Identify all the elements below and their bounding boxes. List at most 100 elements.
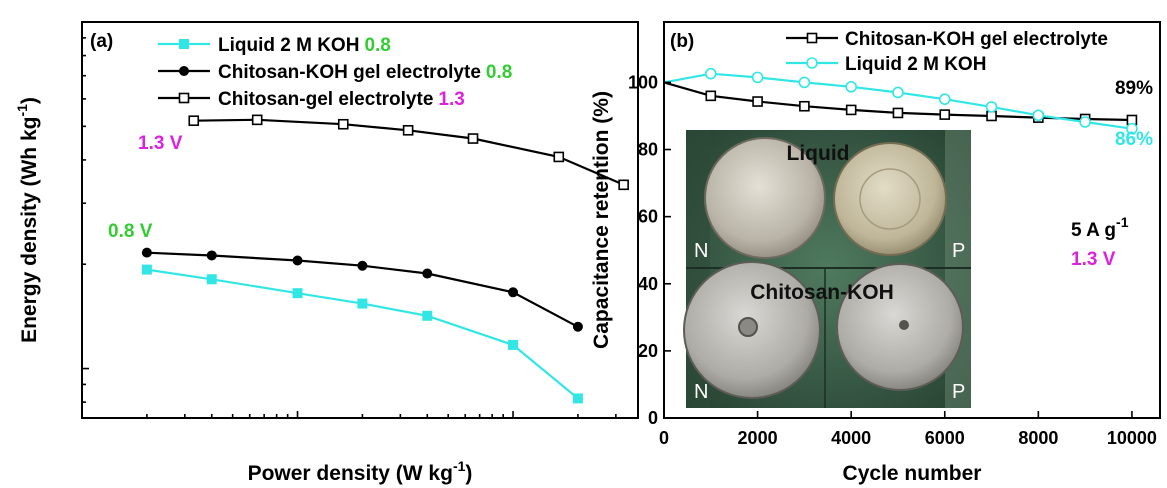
panel-b-legend-text-0: Chitosan-KOH gel electrolyte xyxy=(845,29,1108,50)
annotation-1-3v-right: 1.3 V xyxy=(1071,249,1116,270)
inset-title-chitosan-koh: Chitosan-KOH xyxy=(750,281,894,304)
panel-a-ticks xyxy=(81,21,617,418)
panel-a-x-axis-title-end: ) xyxy=(465,462,472,485)
panel-a-label: (a) xyxy=(90,31,113,52)
panel-b-series-1-point-6 xyxy=(938,93,951,105)
panel-a-legend-name-2: Chitosan-gel electrolyte xyxy=(218,89,433,110)
panel-a-legend-marker-1 xyxy=(179,66,189,76)
panel-b-series-1-line xyxy=(663,72,1133,130)
panel-b-series-1-point-5 xyxy=(892,86,904,99)
electrode-disc-liquid-p-rim xyxy=(833,142,947,256)
panel-a-series-0-point-0 xyxy=(141,264,152,275)
panel-b-y-tick-label-1: 20 xyxy=(638,341,658,361)
annotation-86-percent: 86% xyxy=(1115,129,1153,150)
inset-label-p-top: P xyxy=(952,240,965,262)
panel-a-series-0-point-5 xyxy=(508,339,519,350)
panel-b-x-tick-label-5: 10000 xyxy=(1107,428,1157,448)
electrode-disc-liquid-n-rim xyxy=(704,137,826,259)
panel-a-series-2-point-2 xyxy=(337,118,349,130)
panel-a-series-2-point-0 xyxy=(188,115,200,127)
panel-a-y-axis-title-sup: -1 xyxy=(14,104,30,117)
panel-b-series-0-point-5 xyxy=(892,107,904,119)
panel-b-x-tick-label-1: 2000 xyxy=(738,428,778,448)
panel-b-y-tick-label-0: 0 xyxy=(648,408,658,428)
panel-b-series-1-point-8 xyxy=(1032,109,1045,122)
inset-label-n-bottom: N xyxy=(694,381,708,403)
panel-a-y-axis-title-main: Energy density (Wh kg xyxy=(18,117,41,343)
panel-b-x-tick-label-0: 0 xyxy=(659,428,669,448)
panel-b-chart: Liquid Chitosan-KOH N P N P 0 2000 4000 600… xyxy=(590,21,1161,485)
panel-a-x-axis-title: Power density (W kg-1) xyxy=(248,458,473,485)
panel-b-series-1-point-7 xyxy=(985,101,998,113)
annotation-current-density: 5 A g-1 xyxy=(1071,214,1129,241)
panel-a-legend-text-1: Chitosan-KOH gel electrolyte 0.8 xyxy=(218,62,512,83)
panel-a-legend-text-2: Chitosan-gel electrolyte 1.3 xyxy=(218,89,465,110)
electrode-disc-chitosan-p-rim xyxy=(836,263,964,391)
panel-b-y-tick-label-3: 60 xyxy=(638,207,658,227)
panel-b-series-1-point-4 xyxy=(845,80,857,93)
panel-b-legend: Chitosan-KOH gel electrolyte Liquid 2 M K… xyxy=(786,29,1108,75)
panel-a-series-1-point-4 xyxy=(422,268,433,279)
panel-b-series-1-point-1 xyxy=(704,67,717,80)
panel-b-ticks: 0 2000 4000 6000 8000 10000 0 20 40 60 80 100 xyxy=(628,72,1157,448)
panel-a-legend-name-0: Liquid 2 M KOH xyxy=(218,35,359,56)
panel-b-label: (b) xyxy=(670,31,694,52)
annotation-current-density-sup: -1 xyxy=(1116,214,1129,230)
panel-b-y-tick-label-2: 40 xyxy=(638,274,658,294)
inset-label-p-bottom: P xyxy=(952,381,965,403)
panel-a-series-1-point-5 xyxy=(508,287,519,298)
panel-b-series-0-point-1 xyxy=(705,90,717,102)
electrode-disc-chitosan-p-center xyxy=(899,320,909,330)
panel-b-x-tick-label-4: 8000 xyxy=(1018,428,1058,448)
panel-a-y-axis-title: Energy density (Wh kg-1) xyxy=(14,97,41,343)
inset-title-liquid: Liquid xyxy=(787,142,850,165)
panel-b-frame xyxy=(663,21,1161,419)
panel-a-series-0-point-1 xyxy=(206,274,217,285)
panel-b-series-0-point-4 xyxy=(845,104,857,116)
panel-b-series-0-point-3 xyxy=(799,100,810,112)
panel-b-x-tick-label-3: 6000 xyxy=(925,428,965,448)
panel-a-series-1-point-1 xyxy=(206,250,217,261)
panel-a-legend-value-1: 0.8 xyxy=(486,62,512,83)
panel-a-series-0-point-4 xyxy=(422,310,433,321)
panel-a-series-2-point-6 xyxy=(618,179,629,191)
panel-b-series-0-point-6 xyxy=(939,109,951,120)
panel-a-legend-name-1: Chitosan-KOH gel electrolyte xyxy=(218,62,481,83)
panel-a-series-0-point-6 xyxy=(572,393,583,404)
panel-a-plot-area xyxy=(141,114,629,404)
panel-a-legend-value-2: 1.3 xyxy=(438,89,464,110)
panel-a-series-1-point-0 xyxy=(141,247,152,258)
panel-b-y-axis-title: Capacitance retention (%) xyxy=(590,91,613,349)
panel-b-series-1-point-10 xyxy=(1126,122,1138,135)
panel-a-legend-text-0: Liquid 2 M KOH 0.8 xyxy=(218,35,391,56)
panel-a-series-2-point-5 xyxy=(553,151,565,163)
electrode-disc-liquid-p-ring xyxy=(859,168,921,230)
panel-a-series-0-point-2 xyxy=(292,288,303,299)
panel-b-series-1-point-9 xyxy=(1079,116,1091,128)
panel-a-x-axis-title-sup: -1 xyxy=(453,458,466,474)
panel-b-legend-marker-1 xyxy=(806,57,818,69)
annotation-0-8v-left: 0.8 V xyxy=(108,221,153,242)
inset-label-n-top: N xyxy=(694,240,708,262)
panel-b-x-axis-title: Cycle number xyxy=(843,462,982,485)
panel-a-y-axis-title-end: ) xyxy=(18,97,41,104)
annotation-current-density-main: 5 A g xyxy=(1071,220,1116,241)
panel-a-x-axis-title-main: Power density (W kg xyxy=(248,462,453,485)
panel-a-series-1-point-6 xyxy=(572,321,583,332)
annotation-1-3v-left: 1.3 V xyxy=(138,133,183,154)
panel-b-y-tick-label-4: 80 xyxy=(638,140,658,160)
panel-a-legend-marker-0 xyxy=(179,39,189,49)
panel-a-legend-marker-2 xyxy=(178,92,190,104)
panel-a-series-2-point-3 xyxy=(402,124,414,136)
panel-b-plot-area xyxy=(663,67,1138,135)
panel-b-y-tick-label-5: 100 xyxy=(628,72,658,92)
electrode-disc-liquid-p xyxy=(834,143,946,255)
panel-a-legend-value-0: 0.8 xyxy=(364,35,390,56)
electrode-disc-liquid-n xyxy=(705,138,825,258)
panel-a-series-1-point-3 xyxy=(357,260,368,271)
annotation-89-percent: 89% xyxy=(1115,78,1153,99)
panel-b-series-1-point-3 xyxy=(798,76,811,89)
electrode-disc-chitosan-n-rim xyxy=(683,261,821,399)
